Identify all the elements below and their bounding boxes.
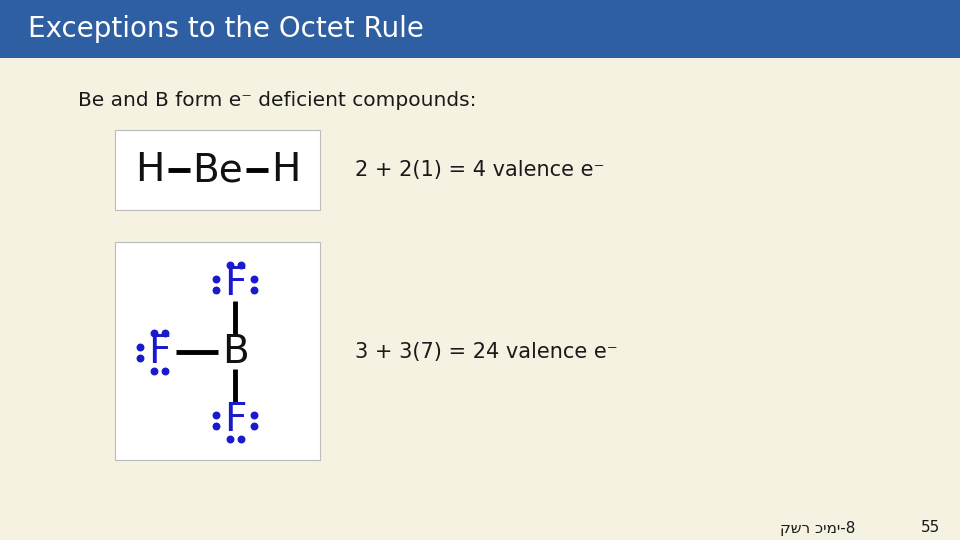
Point (247, 421, 262, 430)
Text: Be: Be (192, 151, 243, 189)
Point (208, 410, 224, 419)
Text: F: F (148, 333, 170, 371)
Point (208, 285, 224, 294)
Text: Exceptions to the Octet Rule: Exceptions to the Octet Rule (28, 15, 424, 43)
Point (222, 435, 237, 443)
Point (247, 274, 262, 283)
Text: H: H (271, 151, 300, 189)
Text: 3 + 3(7) = 24 valence e⁻: 3 + 3(7) = 24 valence e⁻ (355, 342, 617, 362)
Point (233, 435, 249, 443)
Point (146, 329, 161, 338)
Point (132, 342, 148, 351)
Text: 2 + 2(1) = 4 valence e⁻: 2 + 2(1) = 4 valence e⁻ (355, 160, 605, 180)
Point (156, 329, 172, 338)
Text: F: F (224, 265, 247, 303)
Text: Be and B form e⁻ deficient compounds:: Be and B form e⁻ deficient compounds: (78, 91, 476, 110)
Point (146, 367, 161, 375)
Point (208, 274, 224, 283)
Point (233, 261, 249, 269)
Text: F: F (224, 401, 247, 439)
Point (247, 410, 262, 419)
Bar (0, 0, 960, 58)
Point (156, 367, 172, 375)
Point (247, 285, 262, 294)
Point (208, 421, 224, 430)
Text: B: B (222, 333, 249, 371)
Text: H: H (134, 151, 164, 189)
Text: קשר כימי-8: קשר כימי-8 (780, 521, 855, 536)
FancyBboxPatch shape (115, 130, 320, 210)
Point (222, 261, 237, 269)
FancyBboxPatch shape (115, 242, 320, 460)
Text: 55: 55 (921, 521, 940, 536)
Point (132, 353, 148, 362)
